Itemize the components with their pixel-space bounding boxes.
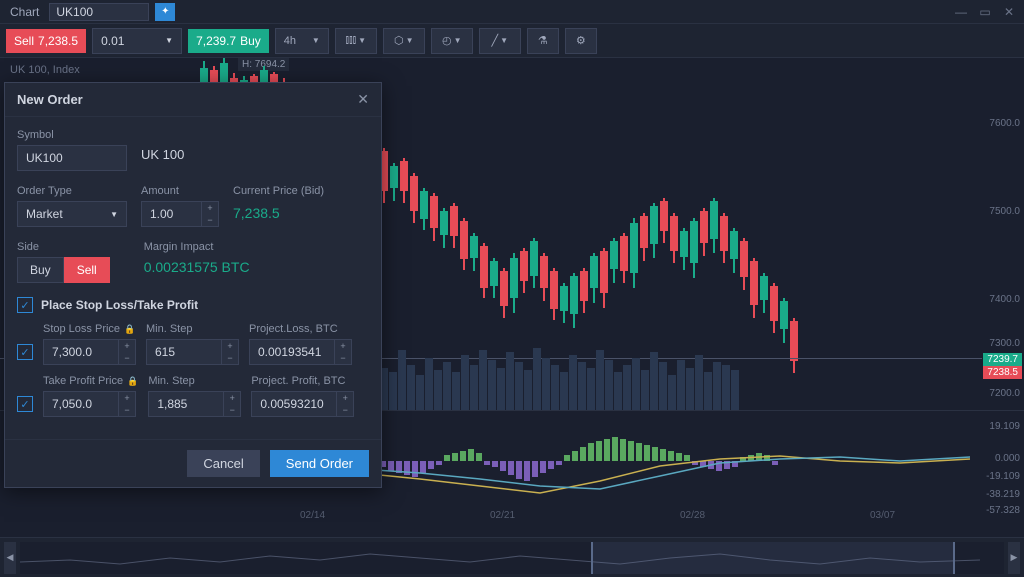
flask-icon: ⚗ bbox=[538, 34, 548, 47]
lock-icon: 🔒 bbox=[127, 376, 138, 386]
modal-title: New Order bbox=[17, 92, 83, 107]
price-axis: 7600.07500.07400.07300.07200.07239.77238… bbox=[982, 58, 1024, 410]
sparkle-icon: ✦ bbox=[161, 6, 169, 17]
lab-button[interactable]: ⚗ bbox=[527, 28, 559, 54]
tp-checkbox[interactable]: ✓ bbox=[17, 396, 33, 412]
symbol-input[interactable] bbox=[49, 3, 149, 21]
side-buy-button[interactable]: Buy bbox=[17, 257, 64, 283]
candles-menu[interactable]: ⫾⫾⫾▼ bbox=[335, 28, 377, 54]
sl-step-label: Min. Step bbox=[146, 323, 239, 335]
tp-proj-label: Project. Profit, BTC bbox=[251, 375, 354, 387]
sltp-checkbox[interactable]: ✓ bbox=[17, 297, 33, 313]
tp-step-label: Min. Step bbox=[148, 375, 241, 387]
side-sell-button[interactable]: Sell bbox=[64, 257, 110, 283]
maximize-icon[interactable]: ▭ bbox=[976, 3, 994, 21]
tp-label: Take Profit Price🔒 bbox=[43, 375, 138, 387]
sl-step-stepper[interactable]: +− bbox=[146, 339, 239, 365]
amount-stepper[interactable]: +− bbox=[141, 201, 219, 227]
qty-select[interactable]: 0.01 ▼ bbox=[92, 28, 182, 54]
navigator: ◀ ▶ bbox=[0, 537, 1024, 577]
caret-down-icon: ▼ bbox=[312, 36, 320, 45]
line-icon: ╱ bbox=[492, 34, 499, 47]
sl-stepper[interactable]: +− bbox=[43, 339, 136, 365]
new-order-modal: New Order ✕ Symbol UK 100 Order Type Mar… bbox=[4, 82, 382, 488]
nav-window[interactable] bbox=[591, 542, 955, 574]
margin-value: 0.00231575 BTC bbox=[144, 257, 250, 275]
tp-stepper[interactable]: +− bbox=[43, 391, 138, 417]
chart-label: Chart bbox=[6, 5, 43, 19]
sltp-label: Place Stop Loss/Take Profit bbox=[41, 298, 198, 312]
cancel-button[interactable]: Cancel bbox=[187, 450, 259, 477]
settings-button[interactable]: ⚙ bbox=[565, 28, 597, 54]
sl-proj-label: Project.Loss, BTC bbox=[249, 323, 352, 335]
sl-proj-stepper[interactable]: +− bbox=[249, 339, 352, 365]
candles-icon: ⫾⫾⫾ bbox=[346, 34, 357, 47]
nav-left-arrow[interactable]: ◀ bbox=[4, 542, 16, 574]
date-axis: 02/1402/2102/2803/07 bbox=[0, 510, 1024, 526]
price-label: Current Price (Bid) bbox=[233, 185, 324, 197]
drawing-menu[interactable]: ╱▼ bbox=[479, 28, 521, 54]
buy-button[interactable]: 7,239.7 Buy bbox=[188, 29, 269, 53]
sl-checkbox[interactable]: ✓ bbox=[17, 344, 33, 360]
sell-button[interactable]: Sell 7,238.5 bbox=[6, 29, 86, 53]
ordertype-label: Order Type bbox=[17, 185, 127, 197]
side-label: Side bbox=[17, 241, 110, 253]
timeframe-select[interactable]: 4h ▼ bbox=[275, 28, 329, 54]
margin-label: Margin Impact bbox=[144, 241, 250, 253]
amount-label: Amount bbox=[141, 185, 219, 197]
gear-icon: ⚙ bbox=[576, 34, 586, 47]
symbol-name: UK 100 bbox=[141, 129, 184, 171]
symbol-label: Symbol bbox=[17, 129, 127, 141]
step-up-icon[interactable]: + bbox=[202, 202, 218, 214]
indicator-icon: ⬡ bbox=[394, 34, 404, 47]
nav-track[interactable] bbox=[20, 542, 1004, 574]
toolbar: Sell 7,238.5 0.01 ▼ 7,239.7 Buy 4h ▼ ⫾⫾⫾… bbox=[0, 24, 1024, 58]
clock-icon: ◴ bbox=[442, 34, 452, 47]
tp-proj-stepper[interactable]: +− bbox=[251, 391, 354, 417]
send-order-button[interactable]: Send Order bbox=[270, 450, 369, 477]
current-price: 7,238.5 bbox=[233, 201, 324, 221]
close-icon[interactable]: ✕ bbox=[357, 91, 369, 108]
modal-header: New Order ✕ bbox=[5, 83, 381, 117]
minimize-icon[interactable]: — bbox=[952, 3, 970, 21]
caret-down-icon: ▼ bbox=[165, 36, 173, 45]
symbol-field[interactable] bbox=[17, 145, 127, 171]
close-window-icon[interactable]: ✕ bbox=[1000, 3, 1018, 21]
ordertype-select[interactable]: Market ▼ bbox=[17, 201, 127, 227]
topbar: Chart ✦ — ▭ ✕ bbox=[0, 0, 1024, 24]
caret-down-icon: ▼ bbox=[110, 210, 118, 219]
step-down-icon[interactable]: − bbox=[202, 214, 218, 226]
nav-right-arrow[interactable]: ▶ bbox=[1008, 542, 1020, 574]
tp-step-stepper[interactable]: +− bbox=[148, 391, 241, 417]
indicators-menu[interactable]: ⬡▼ bbox=[383, 28, 425, 54]
ruler-menu[interactable]: ◴▼ bbox=[431, 28, 473, 54]
lock-icon: 🔒 bbox=[124, 324, 135, 334]
sl-label: Stop Loss Price🔒 bbox=[43, 323, 136, 335]
symbol-search-btn[interactable]: ✦ bbox=[155, 3, 175, 21]
